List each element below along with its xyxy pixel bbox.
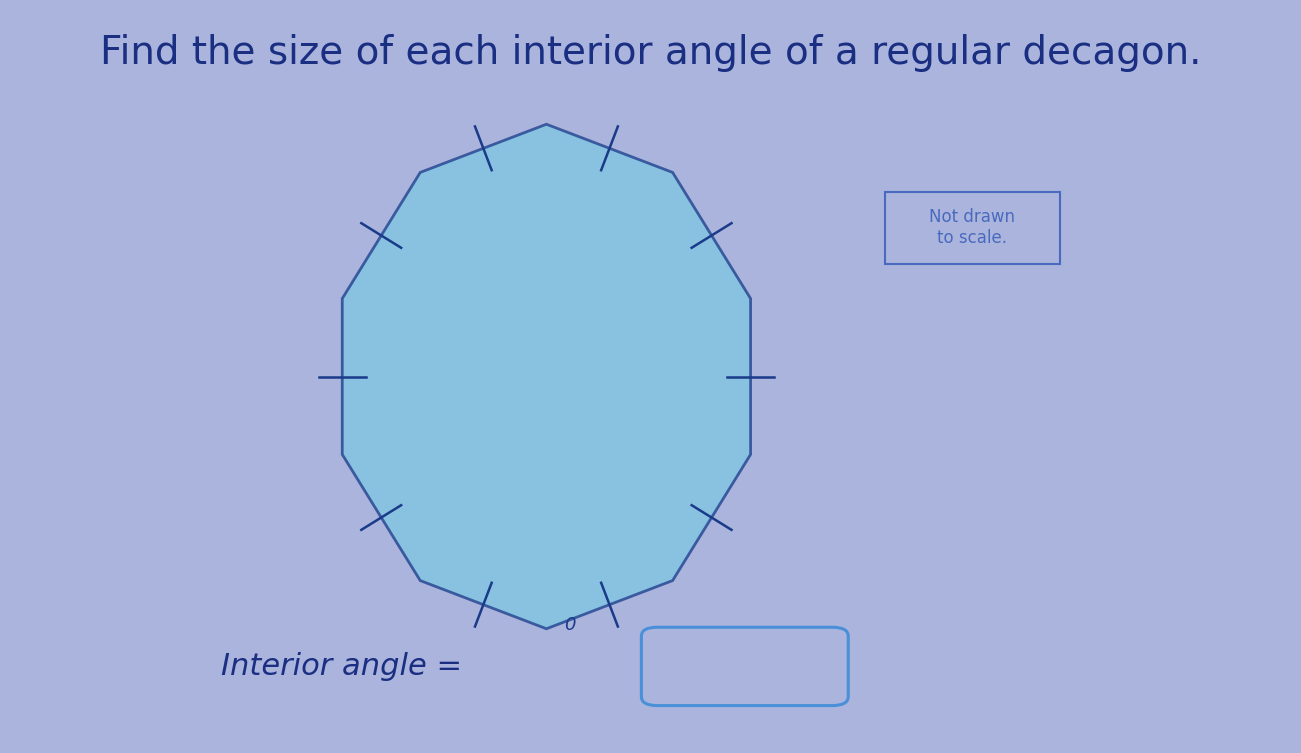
Text: Not drawn
to scale.: Not drawn to scale. [929,209,1016,247]
Text: °: ° [839,632,851,651]
Text: Interior angle =: Interior angle = [221,652,462,681]
FancyBboxPatch shape [641,627,848,706]
Polygon shape [342,124,751,629]
FancyBboxPatch shape [885,192,1060,264]
Text: 0: 0 [565,616,575,634]
Text: Find the size of each interior angle of a regular decagon.: Find the size of each interior angle of … [100,34,1201,72]
